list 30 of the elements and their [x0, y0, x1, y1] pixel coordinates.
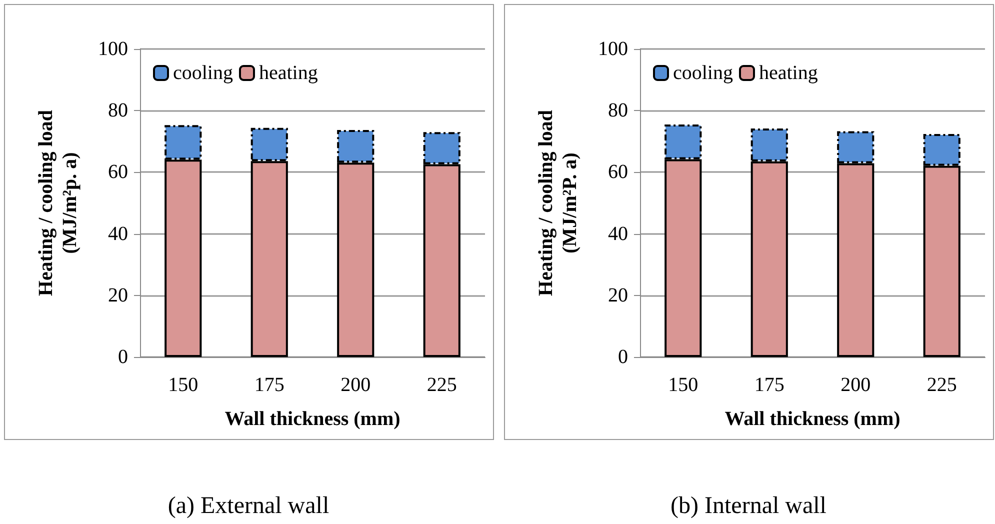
text: (a) External wall [168, 493, 330, 519]
y-tick-label: 20 [108, 284, 128, 306]
y-axis-title: Heating / cooling load (MJ/m²P. a) [535, 110, 581, 296]
x-tick-label: 175 [254, 374, 284, 396]
y-tick-label: 100 [98, 38, 128, 60]
y-tick-label: 60 [608, 161, 628, 184]
x-tick-label: 175 [754, 374, 784, 396]
x-tick-label: 150 [668, 374, 698, 396]
x-tick-label: 200 [340, 374, 371, 396]
y-tick-label: 80 [608, 100, 628, 122]
y-tick-label: 0 [118, 346, 128, 368]
y-tick-label: 0 [618, 346, 628, 368]
legend-label: cooling [173, 62, 233, 84]
y-tick-label: 40 [108, 222, 128, 245]
y-tick-label: 80 [108, 100, 128, 122]
x-tick-label: 225 [426, 374, 457, 396]
y-tick-label: 40 [608, 222, 628, 245]
y-tick-label: 20 [608, 284, 628, 306]
y-axis-title: Heating / cooling load (MJ/m²p. a) [35, 110, 81, 296]
legend-label: cooling [673, 62, 733, 84]
y-tick-label: 100 [598, 38, 628, 60]
y-tick-label: 60 [108, 161, 128, 184]
x-tick-label: 200 [840, 374, 871, 396]
legend-label: heating [258, 62, 318, 84]
text: (b) Internal wall [670, 493, 827, 519]
x-axis-title: Wall thickness (mm) [224, 408, 400, 430]
legend-label: heating [758, 62, 818, 84]
x-axis-title: Wall thickness (mm) [724, 408, 900, 430]
x-tick-label: 225 [926, 374, 957, 396]
x-tick-label: 150 [168, 374, 198, 396]
